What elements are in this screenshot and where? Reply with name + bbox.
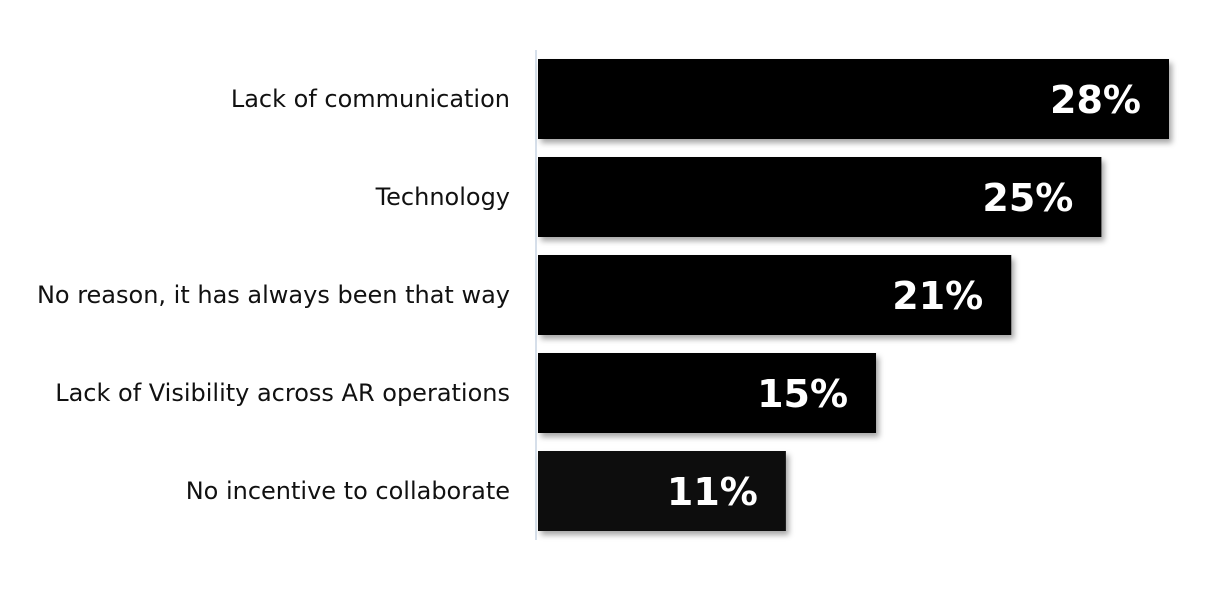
category-label: Technology (375, 183, 510, 211)
category-label: Lack of communication (231, 85, 510, 113)
category-label: No incentive to collaborate (186, 477, 510, 505)
category-label: Lack of Visibility across AR operations (55, 379, 510, 407)
value-label: 11% (667, 470, 758, 514)
value-label: 21% (892, 274, 983, 318)
value-label: 25% (982, 176, 1073, 220)
value-label: 28% (1050, 78, 1141, 122)
category-label: No reason, it has always been that way (37, 281, 510, 309)
bar (538, 451, 786, 531)
bar (538, 353, 877, 433)
bar (538, 59, 1169, 139)
bar (538, 157, 1102, 237)
bar (538, 255, 1012, 335)
value-label: 15% (757, 372, 848, 416)
